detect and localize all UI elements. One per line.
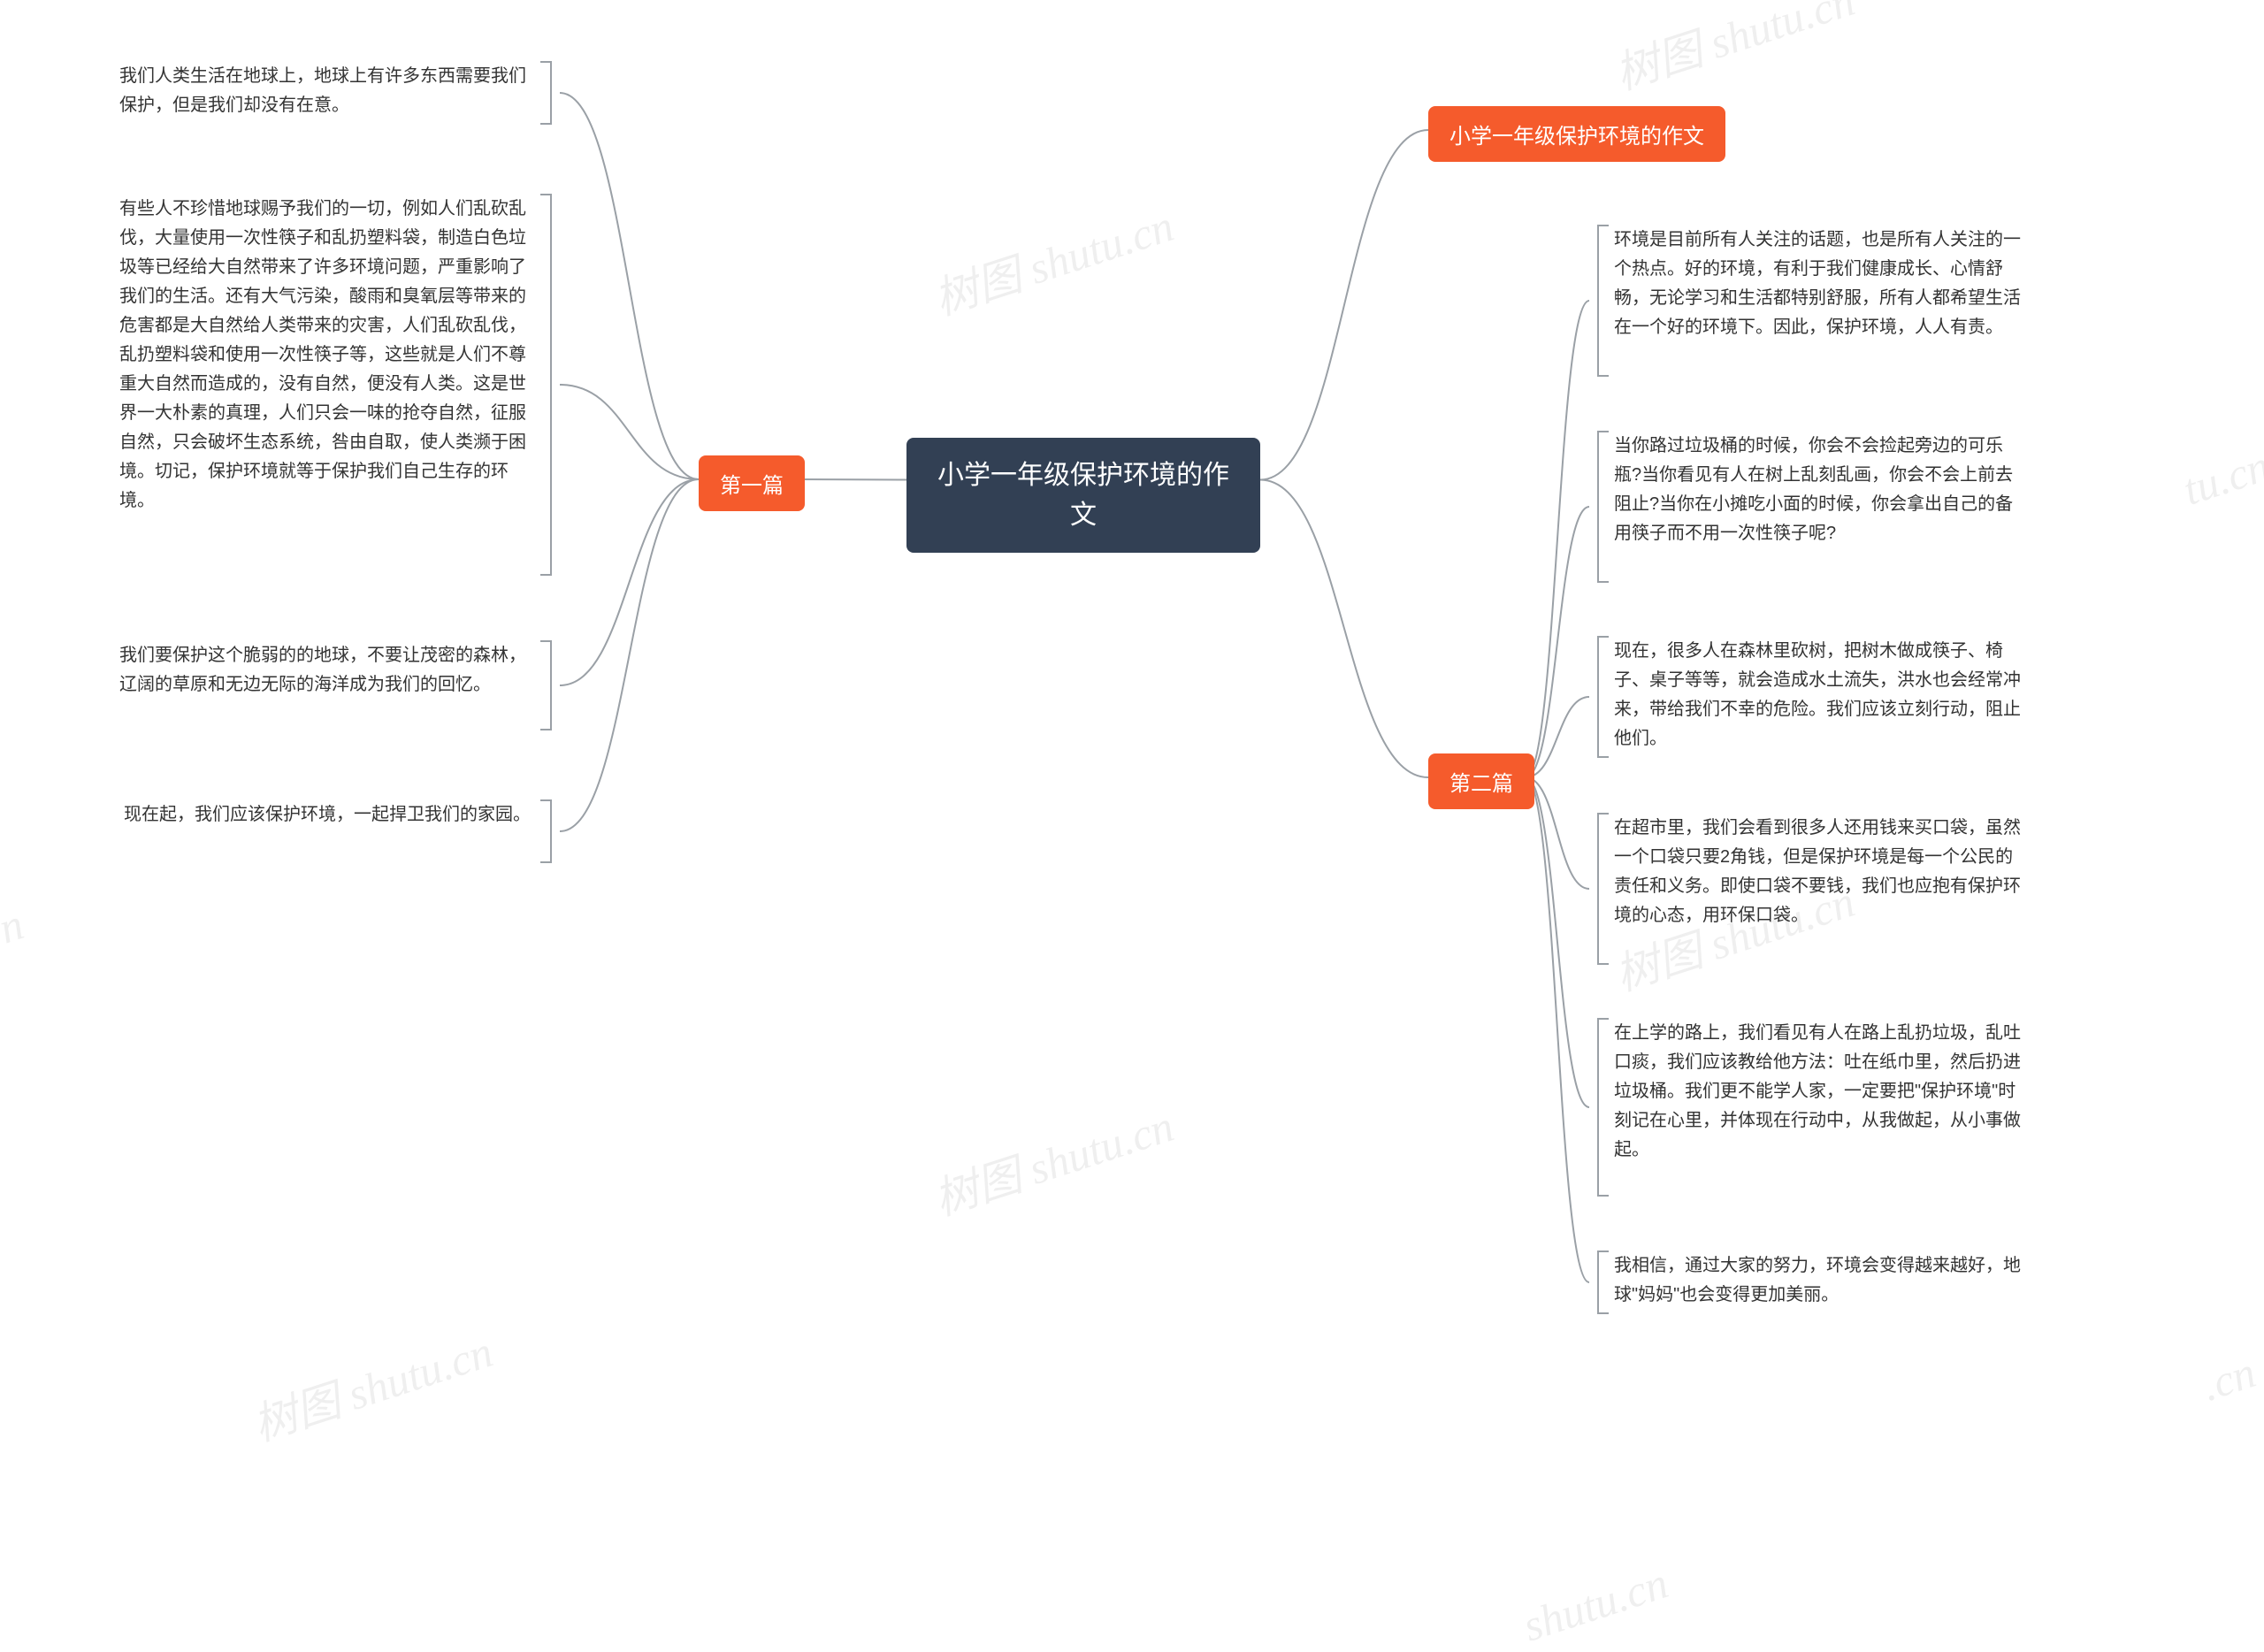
left-branch-node[interactable]: 第一篇 <box>699 455 805 511</box>
left-leaf-3[interactable]: 现在起，我们应该保护环境，一起捍卫我们的家园。 <box>119 800 535 830</box>
right-title-text: 小学一年级保护环境的作文 <box>1449 119 1704 149</box>
leaf-text: 在上学的路上，我们看见有人在路上乱扔垃圾，乱吐口痰，我们应该教给他方法：吐在纸巾… <box>1614 1019 2030 1165</box>
right-leaf-1[interactable]: 当你路过垃圾桶的时候，你会不会捡起旁边的可乐瓶?当你看见有人在树上乱刻乱画，你会… <box>1614 432 2030 548</box>
leaf-text: 现在，很多人在森林里砍树，把树木做成筷子、椅子、桌子等等，就会造成水土流失，洪水… <box>1614 637 2030 753</box>
right-title-node[interactable]: 小学一年级保护环境的作文 <box>1428 106 1725 162</box>
left-leaf-1[interactable]: 有些人不珍惜地球赐予我们的一切，例如人们乱砍乱伐，大量使用一次性筷子和乱扔塑料袋… <box>119 195 535 516</box>
right-leaf-5[interactable]: 我相信，通过大家的努力，环境会变得越来越好，地球"妈妈"也会变得更加美丽。 <box>1614 1251 2030 1310</box>
right-leaf-4[interactable]: 在上学的路上，我们看见有人在路上乱扔垃圾，乱吐口痰，我们应该教给他方法：吐在纸巾… <box>1614 1019 2030 1165</box>
left-leaf-0[interactable]: 我们人类生活在地球上，地球上有许多东西需要我们保护，但是我们却没有在意。 <box>119 62 535 120</box>
leaf-text: 我们人类生活在地球上，地球上有许多东西需要我们保护，但是我们却没有在意。 <box>119 62 535 120</box>
left-leaf-2[interactable]: 我们要保护这个脆弱的的地球，不要让茂密的森林，辽阔的草原和无边无际的海洋成为我们… <box>119 641 535 700</box>
leaf-text: 当你路过垃圾桶的时候，你会不会捡起旁边的可乐瓶?当你看见有人在树上乱刻乱画，你会… <box>1614 432 2030 548</box>
left-branch-text: 第一篇 <box>720 468 784 499</box>
leaf-text: 环境是目前所有人关注的话题，也是所有人关注的一个热点。好的环境，有利于我们健康成… <box>1614 226 2030 342</box>
right-branch-node[interactable]: 第二篇 <box>1428 753 1534 809</box>
leaf-text: 有些人不珍惜地球赐予我们的一切，例如人们乱砍乱伐，大量使用一次性筷子和乱扔塑料袋… <box>119 195 535 516</box>
right-branch-text: 第二篇 <box>1449 766 1513 797</box>
root-text: 小学一年级保护环境的作文 <box>931 455 1235 535</box>
right-leaf-0[interactable]: 环境是目前所有人关注的话题，也是所有人关注的一个热点。好的环境，有利于我们健康成… <box>1614 226 2030 342</box>
leaf-text: 现在起，我们应该保护环境，一起捍卫我们的家园。 <box>124 800 531 830</box>
leaf-text: 我们要保护这个脆弱的的地球，不要让茂密的森林，辽阔的草原和无边无际的海洋成为我们… <box>119 641 535 700</box>
leaf-text: 我相信，通过大家的努力，环境会变得越来越好，地球"妈妈"也会变得更加美丽。 <box>1614 1251 2030 1310</box>
right-leaf-2[interactable]: 现在，很多人在森林里砍树，把树木做成筷子、椅子、桌子等等，就会造成水土流失，洪水… <box>1614 637 2030 753</box>
leaf-text: 在超市里，我们会看到很多人还用钱来买口袋，虽然一个口袋只要2角钱，但是保护环境是… <box>1614 814 2030 930</box>
root-node[interactable]: 小学一年级保护环境的作文 <box>906 438 1260 553</box>
right-leaf-3[interactable]: 在超市里，我们会看到很多人还用钱来买口袋，虽然一个口袋只要2角钱，但是保护环境是… <box>1614 814 2030 930</box>
